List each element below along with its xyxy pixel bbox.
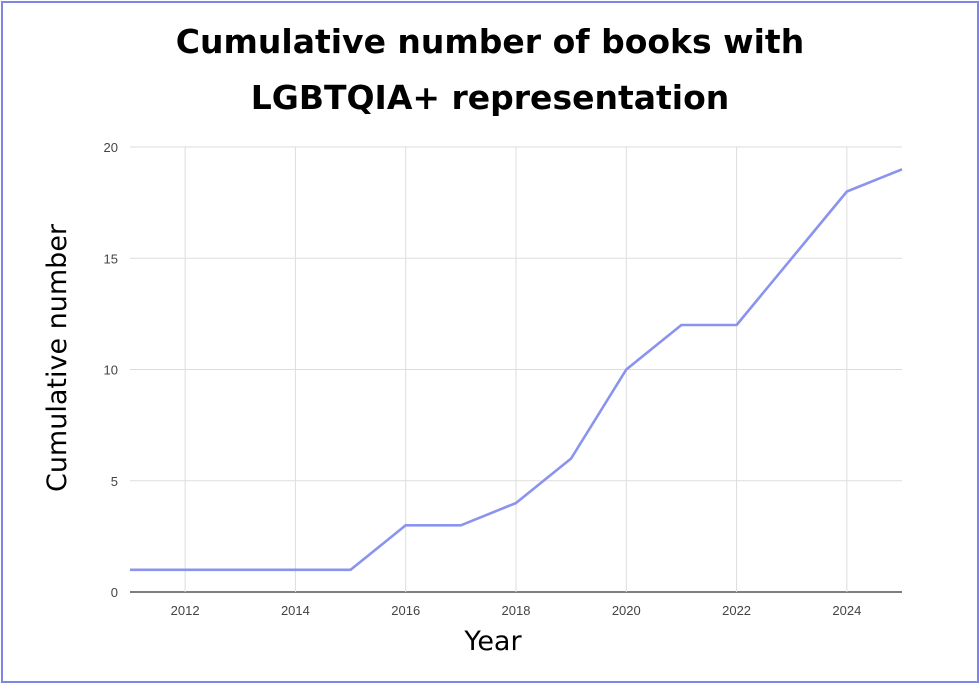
chart-title-line-2: LGBTQIA+ representation	[250, 78, 730, 117]
x-tick-label: 2018	[502, 603, 531, 618]
y-tick-label: 20	[104, 140, 118, 155]
series	[129, 168, 903, 572]
x-tick-label: 2014	[281, 603, 310, 618]
y-tick-label: 10	[104, 363, 118, 378]
y-tick-label: 0	[111, 585, 118, 600]
x-tick-label: 2012	[171, 603, 200, 618]
tick-labels: 0 5 10 15 20 2012 2014 2016 2018 2020 2022 2024	[104, 140, 862, 618]
x-tick-label: 2020	[612, 603, 641, 618]
x-tick-label: 2016	[391, 603, 420, 618]
y-tick-label: 15	[104, 251, 118, 266]
x-axis-label: Year	[463, 626, 522, 657]
chart-title-line-1: Cumulative number of books with	[175, 22, 805, 61]
x-tick-label: 2022	[722, 603, 751, 618]
y-axis-label: Cumulative number	[42, 223, 73, 492]
grid	[130, 146, 902, 593]
y-tick-label: 5	[111, 474, 118, 489]
x-tick-label: 2024	[832, 603, 861, 618]
